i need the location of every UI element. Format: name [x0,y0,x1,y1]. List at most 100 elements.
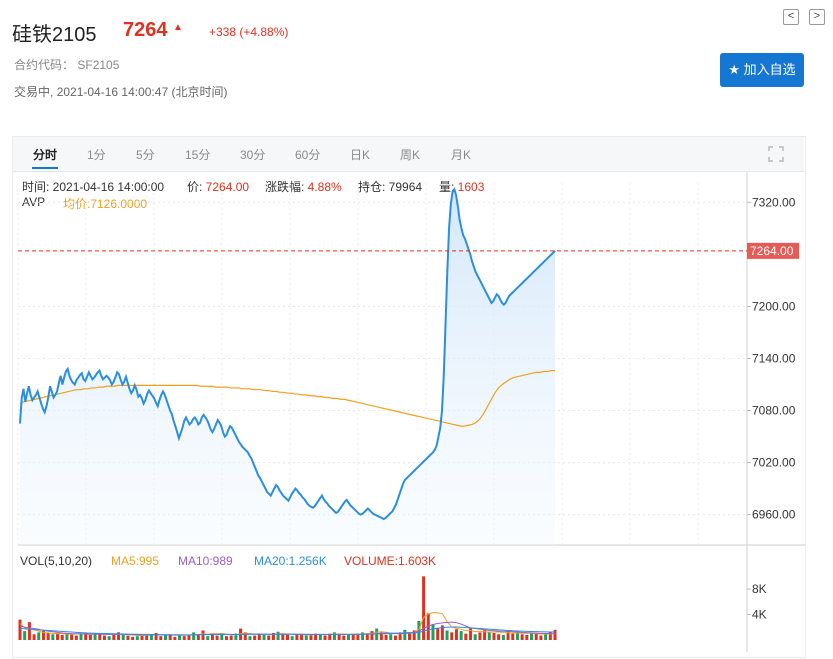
tab-1min[interactable]: 1分 [87,148,106,162]
contract-code-label: 合约代码： [14,58,75,72]
volume-bar [497,634,501,640]
prev-button[interactable]: < [783,9,799,25]
tab-30min[interactable]: 30分 [240,148,266,162]
last-price: 7264 [123,19,168,41]
avg-price-line [19,370,555,427]
volume-bar [356,633,360,640]
volume-bar [422,576,426,640]
star-icon: ★ [728,62,740,77]
volume-bar [98,633,102,640]
volume-bar [159,636,163,640]
price-tick-label: 7140.00 [752,351,796,365]
volume-tick-label: 8K [752,582,767,596]
volume-bar [295,634,299,640]
volume-bar [389,634,393,640]
volume-bar [323,635,327,640]
volume-bar [210,634,214,640]
volume-bar [436,628,440,640]
contract-title: 硅铁2105 [12,24,97,46]
volume-bar [112,634,116,640]
volume-bar [196,634,200,640]
price-area [20,189,555,545]
volume-bar [267,635,271,640]
volume-bar [492,633,496,640]
volume-bar [370,631,374,640]
volume-bar [107,636,111,640]
info-oi-label: 持仓: [358,180,389,194]
volume-bar [88,634,92,640]
volume-bar [539,635,543,640]
volume-bar [163,635,167,640]
volume-bar [487,631,491,640]
volume-bar [403,629,407,640]
price-line [19,186,556,521]
volume-bar [41,631,45,640]
volume-bar [445,630,449,640]
volume-bar [337,634,341,640]
volume-bar [253,635,257,640]
volume-bar [18,619,22,640]
volume-bar [431,624,435,640]
info-price-value: 7264.00 [205,180,250,194]
volume-bar [553,629,557,640]
volume-bar [187,635,191,640]
volume-bar [126,635,130,640]
info-change-label: 涨跌幅: [265,180,308,194]
volume-bar [501,634,505,640]
volume-ma5-line [19,612,556,637]
info-price-label: 价: [187,180,206,194]
info-time: 时间: 2021-04-16 14:00:00 [22,180,165,194]
volume-bar [102,635,106,640]
price-tick-label: 6960.00 [752,508,796,522]
volume-bar [243,632,247,640]
volume-bar [412,630,416,640]
volume-bar [248,636,252,640]
tab-weekly[interactable]: 周K [400,148,421,162]
volume-bar [149,634,153,640]
volume-bar [534,633,538,640]
volume-bar [450,632,454,640]
tab-5min[interactable]: 5分 [136,148,155,162]
volume-bar [178,634,182,640]
volume-bar [286,634,289,640]
tab-intraday[interactable]: 分时 [33,148,58,162]
chart-panel [12,136,806,658]
next-button[interactable]: > [809,9,825,25]
tab-60min[interactable]: 60分 [295,148,321,162]
volume-bar [544,634,548,640]
volume-bar [469,628,473,640]
fullscreen-icon[interactable] [768,146,784,162]
volume-bar [281,634,285,640]
info-oi-value: 79964 [388,180,423,194]
volume-bar [56,633,60,640]
info-change: 涨跌幅: 4.88% [265,178,342,195]
vol-legend-ma10: MA10:989 [178,554,233,568]
info-change-value: 4.88% [307,180,342,194]
volume-bar [234,633,238,640]
volume-bar [224,636,228,640]
trading-status: 交易中, 2021-04-16 14:00:47 (北京时间) [14,83,227,100]
volume-bar [304,635,308,640]
volume-bar [379,632,383,640]
volume-bar [408,633,412,640]
price-tick-label: 7200.00 [752,299,796,313]
volume-tick-label: 4K [752,608,767,622]
volume-bar [192,632,196,640]
volume-bar [393,635,397,640]
volume-bar [257,634,261,640]
vol-legend-ma20: MA20:1.256K [254,554,327,568]
volume-bar [173,636,177,640]
volume-bar [309,634,313,640]
add-watchlist-button[interactable]: ★ 加入自选 [720,53,804,87]
volume-bar [154,633,158,640]
volume-bar [215,635,219,640]
volume-ma20-line [19,626,556,636]
volume-bar [525,634,529,640]
volume-bar [220,634,224,640]
tab-15min[interactable]: 15分 [185,148,211,162]
tab-daily[interactable]: 日K [350,148,371,162]
volume-bar [361,632,365,640]
price-tick-label: 7020.00 [752,456,796,470]
tab-monthly[interactable]: 月K [451,148,472,162]
